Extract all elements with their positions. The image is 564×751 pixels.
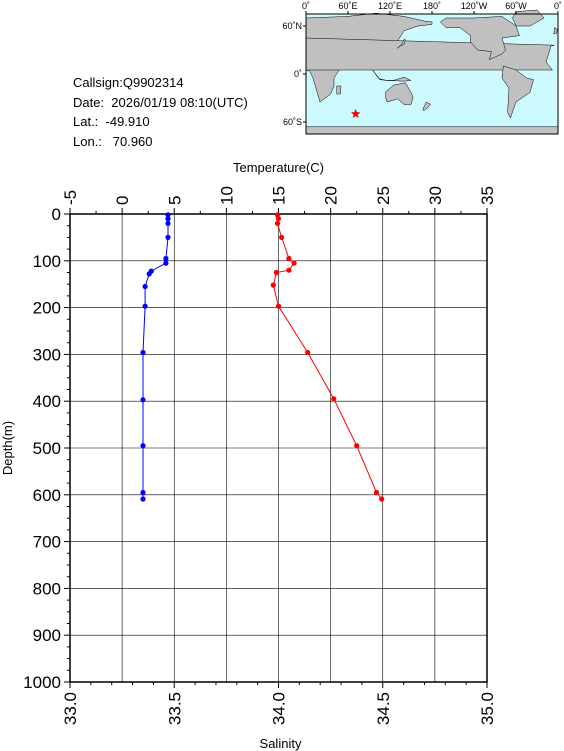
depth-axis-tick-label: 400 — [33, 392, 61, 411]
salinity-data-point — [140, 489, 146, 496]
salinity-data-point — [165, 212, 171, 218]
top-axis-tick-label: 5 — [165, 196, 184, 205]
depth-axis-tick-label: 1000 — [23, 673, 61, 692]
bottom-axis-tick-label: 35.0 — [478, 692, 497, 725]
map-lon-label: 60˚W — [505, 1, 527, 11]
top-axis-tick-label: 20 — [322, 186, 341, 205]
latitude-text: Lat.: -49.910 — [73, 114, 150, 129]
temperature-axis-title: Temperature(C) — [233, 160, 324, 175]
temperature-data-point — [286, 267, 292, 273]
temperature-data-point — [305, 349, 311, 356]
salinity-data-point — [142, 283, 148, 290]
depth-axis-tick-label: 100 — [33, 252, 61, 271]
salinity-data-point — [140, 349, 146, 356]
depth-axis-tick-label: 600 — [33, 486, 61, 505]
salinity-data-point — [165, 220, 171, 226]
map-lon-label: 0˚ — [302, 1, 310, 11]
salinity-data-point — [163, 260, 169, 266]
salinity-data-point — [140, 397, 146, 403]
salinity-axis-title: Salinity — [260, 736, 302, 751]
top-axis-tick-label: 10 — [217, 186, 236, 205]
south-america-land — [501, 65, 534, 119]
map-lat-label: 60˚S — [283, 117, 302, 127]
callsign-text: Callsign:Q9902314 — [73, 75, 184, 90]
map-lat-label: 60˚N — [282, 21, 302, 31]
float-location-marker — [350, 108, 361, 118]
map-lon-label: 120˚E — [378, 1, 402, 11]
bottom-axis-tick-label: 33.5 — [165, 692, 184, 725]
top-axis-tick-label: 15 — [270, 186, 289, 205]
depth-axis-title: Depth(m) — [0, 421, 15, 475]
bottom-axis-tick-label: 34.5 — [374, 692, 393, 725]
new-zealand-land — [422, 101, 431, 112]
australia-land — [385, 82, 414, 105]
map-lon-label: 60˚E — [338, 1, 357, 11]
map-lon-label: 0˚ — [554, 1, 562, 11]
uk-land — [553, 27, 558, 35]
top-axis-tick-label: 35 — [478, 186, 497, 205]
indonesia-land — [372, 69, 412, 82]
bottom-axis-tick-label: 33.0 — [61, 692, 80, 725]
top-axis-tick-label: 25 — [374, 186, 393, 205]
salinity-data-point — [146, 271, 152, 277]
temperature-data-point — [373, 489, 380, 496]
temperature-data-point — [274, 220, 281, 226]
salinity-data-point — [142, 303, 148, 309]
salinity-data-point — [165, 234, 171, 240]
temperature-data-point — [379, 496, 385, 502]
bottom-axis-tick-label: 34.0 — [270, 692, 289, 725]
map-lon-label: 180˚ — [423, 1, 441, 11]
temperature-data-point — [275, 303, 282, 309]
madagascar-land — [336, 85, 342, 95]
date-text: Date: 2026/01/19 08:10(UTC) — [73, 94, 248, 110]
temperature-data-point — [286, 255, 292, 262]
depth-axis-tick-label: 200 — [33, 299, 61, 318]
depth-axis-tick-label: 300 — [33, 345, 61, 364]
temperature-data-point — [331, 396, 337, 402]
antarctica-land — [306, 126, 558, 134]
depth-axis-tick-label: 800 — [33, 579, 61, 598]
salinity-data-point — [165, 216, 171, 222]
depth-axis-tick-label: 900 — [33, 626, 61, 645]
salinity-data-point — [140, 443, 146, 449]
temperature-data-point — [279, 234, 285, 240]
depth-axis-tick-label: 0 — [52, 205, 61, 224]
japan-land — [396, 39, 406, 49]
top-axis-tick-label: -5 — [61, 190, 80, 205]
temperature-data-point — [291, 260, 297, 266]
float-info: Callsign:Q9902314 Date: 2026/01/19 08:10… — [73, 73, 248, 151]
temperature-data-point — [354, 443, 360, 449]
top-axis-tick-label: 0 — [113, 196, 132, 205]
map-lon-label: 120˚W — [461, 1, 488, 11]
north-america-land — [440, 16, 520, 61]
map-lat-label: 0˚ — [294, 69, 302, 79]
depth-axis-tick-label: 700 — [33, 533, 61, 552]
temperature-data-point — [273, 269, 279, 276]
depth-axis-tick-label: 500 — [33, 439, 61, 458]
temperature-data-point — [275, 216, 282, 222]
longitude-text: Lon.: 70.960 — [73, 133, 153, 149]
temperature-data-point — [270, 282, 276, 288]
salinity-data-point — [140, 496, 146, 502]
top-axis-tick-label: 30 — [426, 186, 445, 205]
salinity-data-point — [163, 255, 169, 262]
